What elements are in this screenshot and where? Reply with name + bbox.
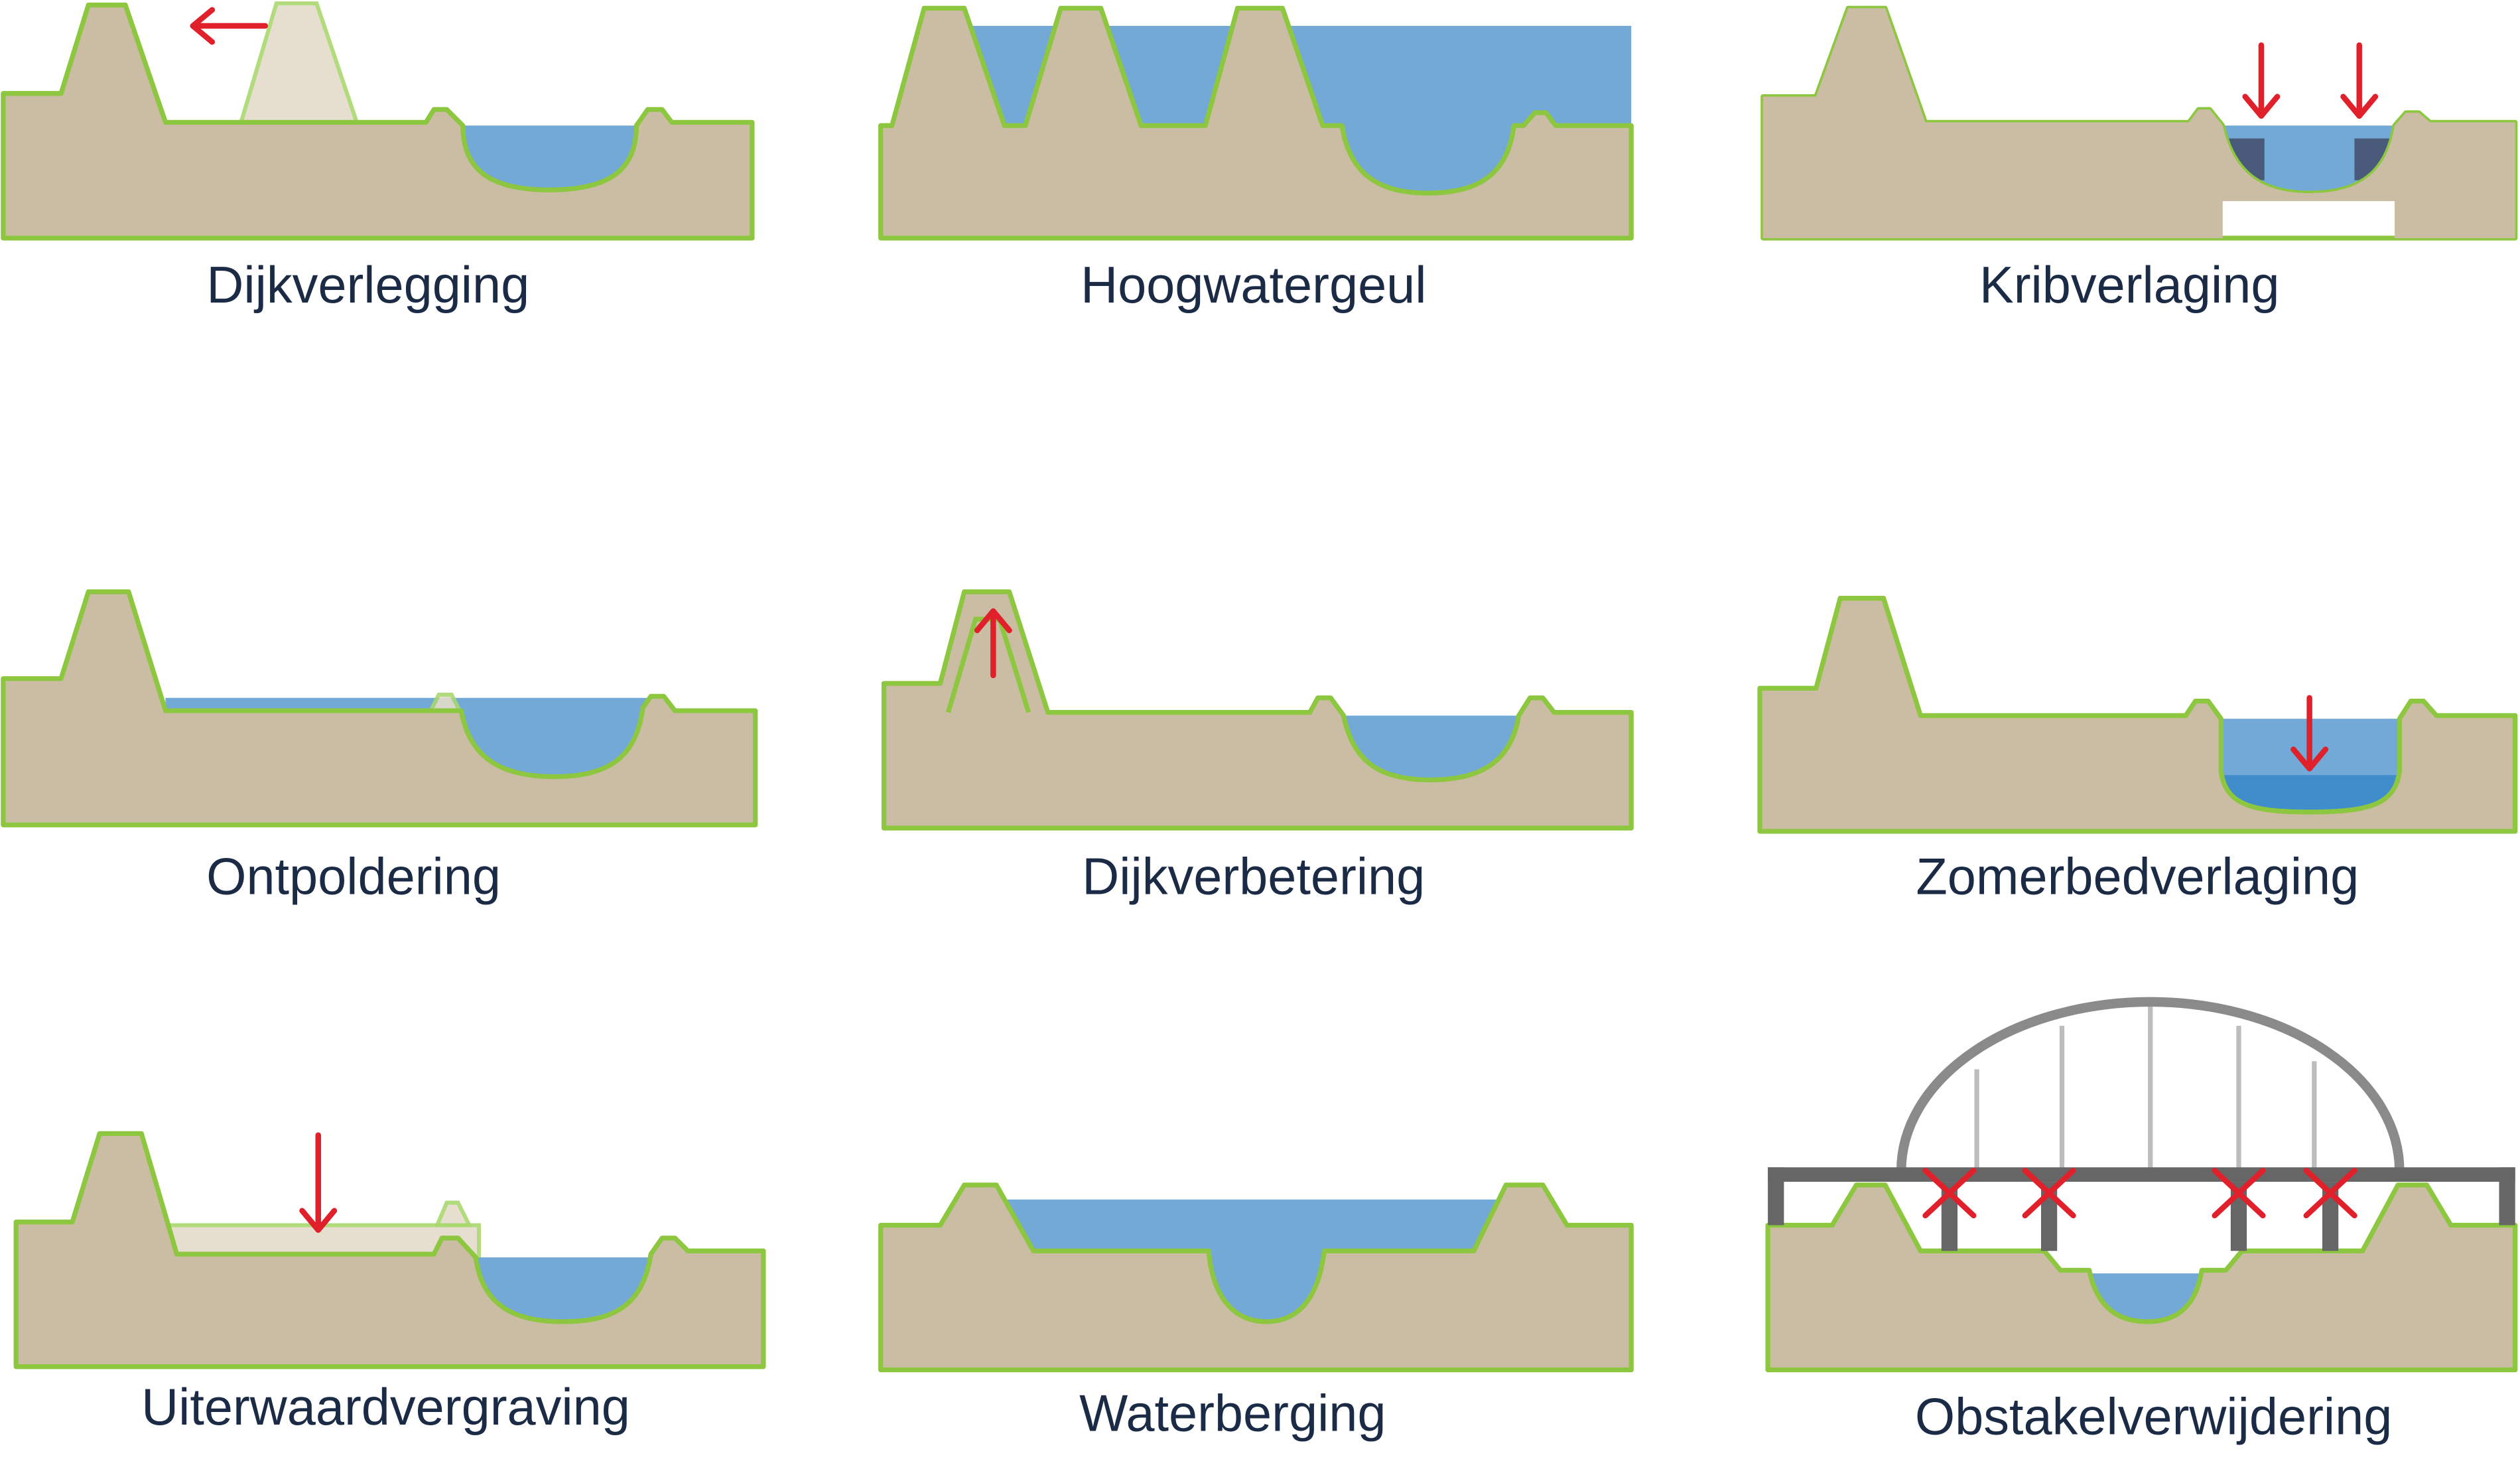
ground	[13, 1131, 766, 1370]
label: Ontpoldering	[206, 848, 501, 905]
bridge	[1768, 1167, 2515, 1251]
arrow	[190, 7, 269, 45]
hangers	[1974, 1005, 2317, 1171]
arrow	[974, 608, 1012, 679]
water	[1343, 715, 1519, 780]
label: Dijkverlegging	[206, 257, 529, 314]
ground	[1765, 1182, 2518, 1373]
panel-waterberging: Waterberging	[878, 1182, 1634, 1443]
water	[476, 1257, 651, 1322]
water	[2089, 1273, 2202, 1322]
ground	[1760, 5, 2518, 241]
panel-dijkverlegging: Dijkverlegging	[1, 1, 755, 314]
label: Hoogwatergeul	[1081, 257, 1426, 314]
panel-kribverlaging: Kribverlaging	[1760, 5, 2518, 314]
ground	[1757, 595, 2518, 834]
panel-ontpoldering: Ontpoldering	[1, 589, 758, 905]
panel-zomerbedverlaging: Zomerbedverlaging	[1757, 595, 2518, 905]
ground-fill	[1762, 8, 2515, 238]
ground	[1, 2, 755, 241]
arrow	[2290, 695, 2329, 772]
removal-marks	[1922, 1167, 2357, 1219]
deepened-bed	[2221, 775, 2400, 812]
old-dike	[238, 1, 360, 125]
water	[1004, 1199, 1503, 1322]
label: Uiterwaardvergraving	[141, 1379, 630, 1436]
ground	[1, 589, 758, 827]
water	[462, 125, 637, 190]
arch	[1896, 997, 2405, 1171]
label: Zomerbedverlaging	[1916, 848, 2359, 905]
panel-hoogwatergeul: Hoogwatergeul	[878, 5, 1634, 314]
ground	[878, 1182, 1634, 1373]
panel-obstakelverwijdering: Obstakelverwijdering	[1765, 997, 2518, 1445]
panel-dijkverbetering: Dijkverbetering	[881, 589, 1634, 905]
ground	[878, 5, 1634, 241]
old-dike	[434, 1200, 473, 1228]
label: Dijkverbetering	[1082, 848, 1425, 905]
label: Obstakelverwijdering	[1915, 1388, 2392, 1445]
water	[2222, 125, 2395, 194]
water	[165, 697, 659, 777]
panel-uiterwaardvergraving: Uiterwaardvergraving	[13, 1131, 766, 1436]
label: Kribverlaging	[1979, 257, 2279, 314]
ground	[881, 589, 1634, 831]
label: Waterberging	[1079, 1385, 1386, 1443]
arrow	[2242, 42, 2379, 119]
arrow	[299, 1132, 338, 1233]
